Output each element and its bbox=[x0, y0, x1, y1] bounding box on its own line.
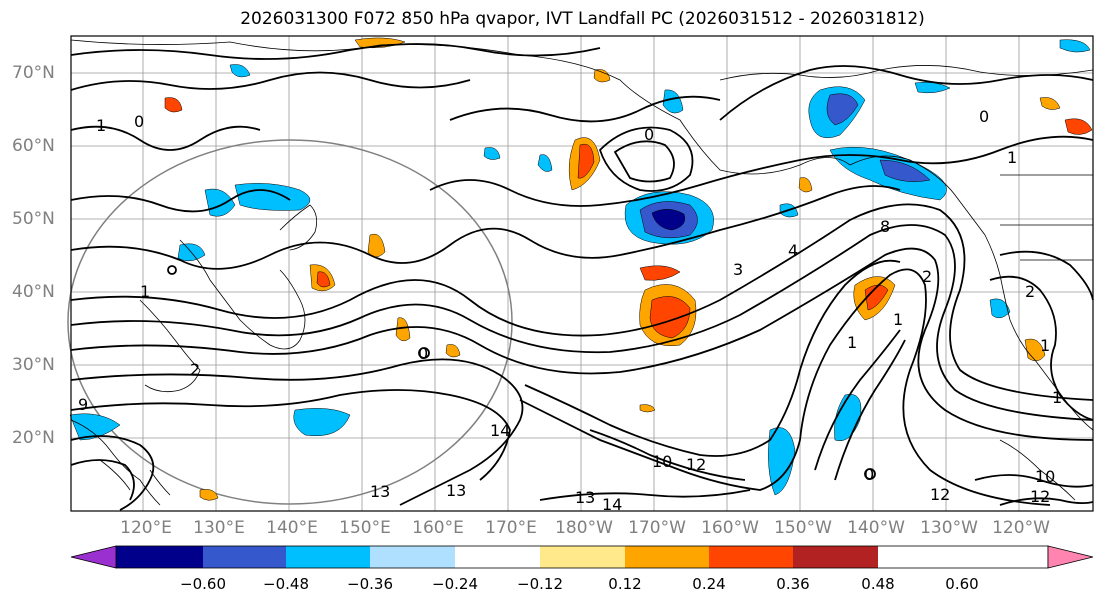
map-title: 2026031300 F072 850 hPa qvapor, IVT Land… bbox=[240, 9, 925, 29]
colorbar-extend-right bbox=[1047, 545, 1094, 569]
contour-label: 0 bbox=[134, 112, 144, 131]
contour-label: 14 bbox=[602, 495, 622, 514]
colorbar-segment bbox=[709, 546, 793, 568]
colorbar-tick: 0.48 bbox=[861, 575, 895, 593]
lon-label: 180°W bbox=[555, 518, 613, 538]
colorbar-segment bbox=[203, 546, 286, 568]
lat-label: 20°N bbox=[12, 428, 55, 448]
contour-label: 3 bbox=[733, 260, 743, 279]
contour-label: 0 bbox=[644, 125, 654, 144]
colorbar-segment bbox=[793, 546, 878, 568]
colorbar-tick: −0.36 bbox=[347, 575, 393, 593]
contour-labels: 1 0 1 0 1 0 1 3 4 2 2 1 1 2 1 14 10 12 1… bbox=[78, 107, 1062, 514]
colorbar-tick: −0.48 bbox=[263, 575, 309, 593]
colorbar-segment bbox=[625, 546, 709, 568]
colorbar-segments bbox=[115, 545, 1049, 569]
contour-label: 4 bbox=[788, 241, 798, 260]
colorbar-tick: 0.24 bbox=[692, 575, 726, 593]
colorbar-segment bbox=[455, 546, 540, 568]
contour-lines bbox=[70, 43, 1094, 511]
lon-label: 120°E bbox=[120, 518, 172, 538]
lat-label: 70°N bbox=[12, 63, 55, 83]
colorbar-tick: 0.60 bbox=[945, 575, 979, 593]
contour-label: 1 bbox=[96, 116, 106, 135]
lon-label: 130°W bbox=[920, 518, 978, 538]
contour-label: 2 bbox=[190, 360, 200, 379]
lon-label: 170°W bbox=[628, 518, 686, 538]
contour-label: 12 bbox=[1030, 487, 1050, 506]
contour-label: 2 bbox=[1025, 282, 1035, 301]
colorbar-tick: −0.24 bbox=[432, 575, 478, 593]
colorbar-tick: 0.36 bbox=[776, 575, 810, 593]
lon-label: 170°E bbox=[485, 518, 537, 538]
colorbar-tick: 0.12 bbox=[608, 575, 642, 593]
colorbar-segment bbox=[540, 546, 625, 568]
contour-label: 1 bbox=[1052, 388, 1062, 407]
contour-label: 0 bbox=[864, 465, 874, 484]
range-circle bbox=[67, 139, 513, 505]
plot-area bbox=[71, 36, 1093, 511]
contour-label: 13 bbox=[446, 481, 466, 500]
lon-label: 160°E bbox=[412, 518, 464, 538]
coastlines bbox=[70, 39, 1094, 506]
lat-label: 30°N bbox=[12, 355, 55, 375]
contour-label: 13 bbox=[575, 488, 595, 507]
contour-label: 1 bbox=[140, 282, 150, 301]
colorbar-segment bbox=[116, 546, 203, 568]
lat-label: 40°N bbox=[12, 282, 55, 302]
contour-label: 2 bbox=[922, 267, 932, 286]
colorbar bbox=[70, 545, 1094, 569]
lon-label: 140°E bbox=[266, 518, 318, 538]
lon-label: 160°W bbox=[701, 518, 759, 538]
colorbar-segment bbox=[370, 546, 455, 568]
contour-label: 1 bbox=[1007, 148, 1017, 167]
contour-label: 13 bbox=[370, 482, 390, 501]
contour-label: 9 bbox=[78, 395, 88, 414]
contour-label: 1 bbox=[1040, 336, 1050, 355]
colorbar-segment bbox=[286, 546, 370, 568]
lat-label: 60°N bbox=[12, 136, 55, 156]
lat-label: 50°N bbox=[12, 209, 55, 229]
contour-label: 12 bbox=[930, 485, 950, 504]
contour-label: 10 bbox=[1035, 467, 1055, 486]
colorbar-tick: −0.12 bbox=[517, 575, 563, 593]
contour-label: 8 bbox=[880, 217, 890, 236]
map-plot: 1 0 1 0 1 0 1 3 4 2 2 1 1 2 1 14 10 12 1… bbox=[67, 35, 1094, 514]
plot-frame bbox=[70, 35, 1094, 512]
colorbar-extend-left bbox=[70, 545, 117, 569]
lon-label: 120°W bbox=[992, 518, 1050, 538]
contour-label: 0 bbox=[418, 344, 428, 363]
lon-label: 150°E bbox=[339, 518, 391, 538]
lon-label: 130°E bbox=[193, 518, 245, 538]
lon-label: 150°W bbox=[774, 518, 832, 538]
contour-label: 0 bbox=[979, 107, 989, 126]
contour-label: 1 bbox=[893, 310, 903, 329]
contour-label: 1 bbox=[847, 333, 857, 352]
lon-label: 140°W bbox=[847, 518, 905, 538]
colorbar-tick: −0.60 bbox=[180, 575, 226, 593]
contour-label: 14 bbox=[490, 421, 510, 440]
positive-anomaly-fills bbox=[164, 37, 1093, 501]
gridlines bbox=[71, 36, 1093, 511]
contour-label: 10 bbox=[652, 452, 672, 471]
contour-label: 12 bbox=[686, 455, 706, 474]
